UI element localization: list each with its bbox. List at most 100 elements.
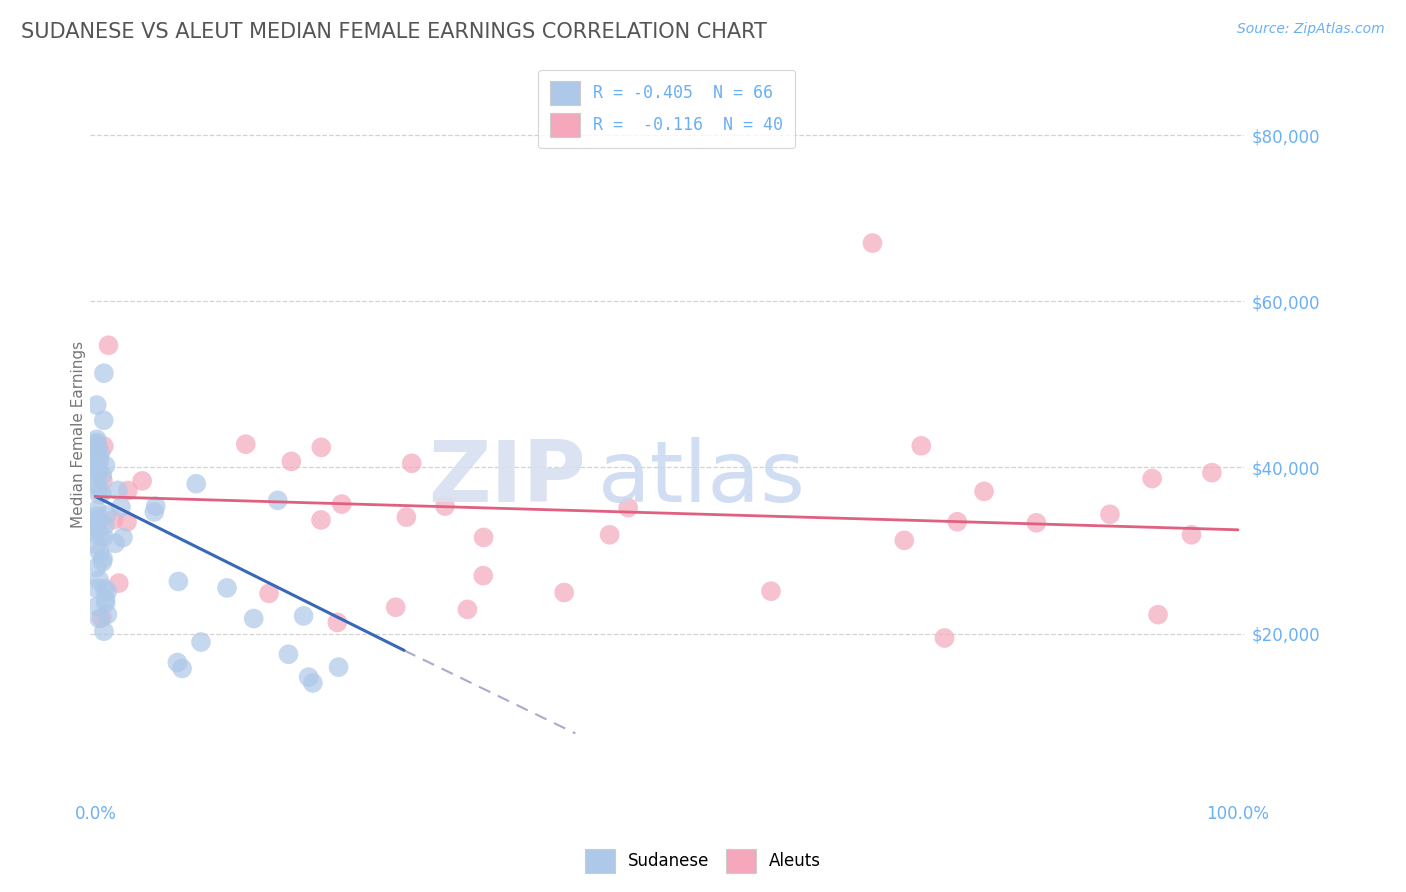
Point (89, 573, 111, 587)
Point (87, 467, 110, 481)
Point (86, 476, 108, 491)
Point (166, 656, 188, 670)
Point (91, 468, 114, 483)
Point (215, 581, 238, 595)
Point (86, 521, 108, 535)
Point (328, 660, 350, 674)
Point (235, 437, 257, 451)
Point (86, 445, 108, 459)
Point (86, 461, 108, 475)
Text: Source: ZipAtlas.com: Source: ZipAtlas.com (1237, 22, 1385, 37)
Point (242, 611, 264, 625)
Point (89, 452, 111, 467)
Point (759, 584, 782, 599)
Point (90, 486, 112, 500)
Point (93, 582, 115, 596)
Point (934, 631, 956, 645)
Point (298, 670, 321, 684)
Point (97, 338, 120, 352)
Point (472, 568, 495, 582)
Point (131, 474, 153, 488)
Point (89, 611, 111, 625)
Point (326, 615, 349, 630)
Point (280, 454, 302, 468)
Y-axis label: Median Female Earnings: Median Female Earnings (72, 341, 86, 528)
Point (553, 585, 575, 599)
Point (90, 446, 112, 460)
Point (167, 574, 190, 589)
Point (617, 500, 640, 515)
Point (107, 483, 129, 498)
Point (91, 474, 114, 488)
Point (91, 555, 114, 569)
Legend: Sudanese, Aleuts: Sudanese, Aleuts (578, 842, 828, 880)
Point (96, 584, 118, 599)
Point (1140, 471, 1163, 485)
Point (1098, 508, 1121, 522)
Point (186, 476, 208, 491)
Point (89, 488, 111, 502)
Point (384, 600, 406, 615)
Point (86, 398, 108, 412)
Point (910, 439, 932, 453)
Point (86, 443, 108, 458)
Point (91, 551, 114, 566)
Point (90, 611, 112, 625)
Point (93, 624, 115, 639)
Point (93, 439, 115, 453)
Text: atlas: atlas (598, 436, 806, 520)
Point (89, 511, 111, 525)
Point (110, 500, 132, 515)
Point (86, 452, 108, 467)
Point (292, 609, 315, 624)
Point (86, 503, 108, 517)
Point (86, 509, 108, 524)
Point (862, 235, 884, 250)
Point (87, 462, 110, 476)
Point (117, 483, 139, 498)
Point (599, 528, 621, 542)
Point (86, 519, 108, 533)
Point (170, 661, 193, 675)
Text: ZIP: ZIP (429, 436, 586, 520)
Point (86, 435, 108, 450)
Point (401, 456, 423, 470)
Point (330, 497, 353, 511)
Point (86, 582, 108, 596)
Point (87, 480, 110, 494)
Point (87, 439, 110, 453)
Point (946, 515, 969, 529)
Point (115, 515, 138, 529)
Point (309, 441, 332, 455)
Point (94, 592, 117, 607)
Point (104, 536, 127, 550)
Point (893, 533, 915, 548)
Point (1025, 516, 1047, 530)
Point (86, 599, 108, 614)
Point (302, 676, 325, 690)
Point (86, 446, 108, 460)
Point (1201, 466, 1223, 480)
Point (433, 499, 456, 513)
Point (143, 505, 166, 519)
Point (86, 433, 108, 447)
Point (1147, 607, 1170, 622)
Legend: R = -0.405  N = 66, R =  -0.116  N = 40: R = -0.405 N = 66, R = -0.116 N = 40 (538, 70, 796, 148)
Point (86, 516, 108, 530)
Point (96, 607, 118, 622)
Point (145, 499, 167, 513)
Point (190, 635, 212, 649)
Point (93, 530, 115, 544)
Point (111, 531, 134, 545)
Point (93, 413, 115, 427)
Point (456, 602, 478, 616)
Point (309, 513, 332, 527)
Point (93, 366, 115, 380)
Point (103, 513, 125, 527)
Point (86, 437, 108, 451)
Point (107, 576, 129, 591)
Point (395, 510, 418, 524)
Point (86, 560, 108, 574)
Point (257, 586, 280, 600)
Point (267, 493, 290, 508)
